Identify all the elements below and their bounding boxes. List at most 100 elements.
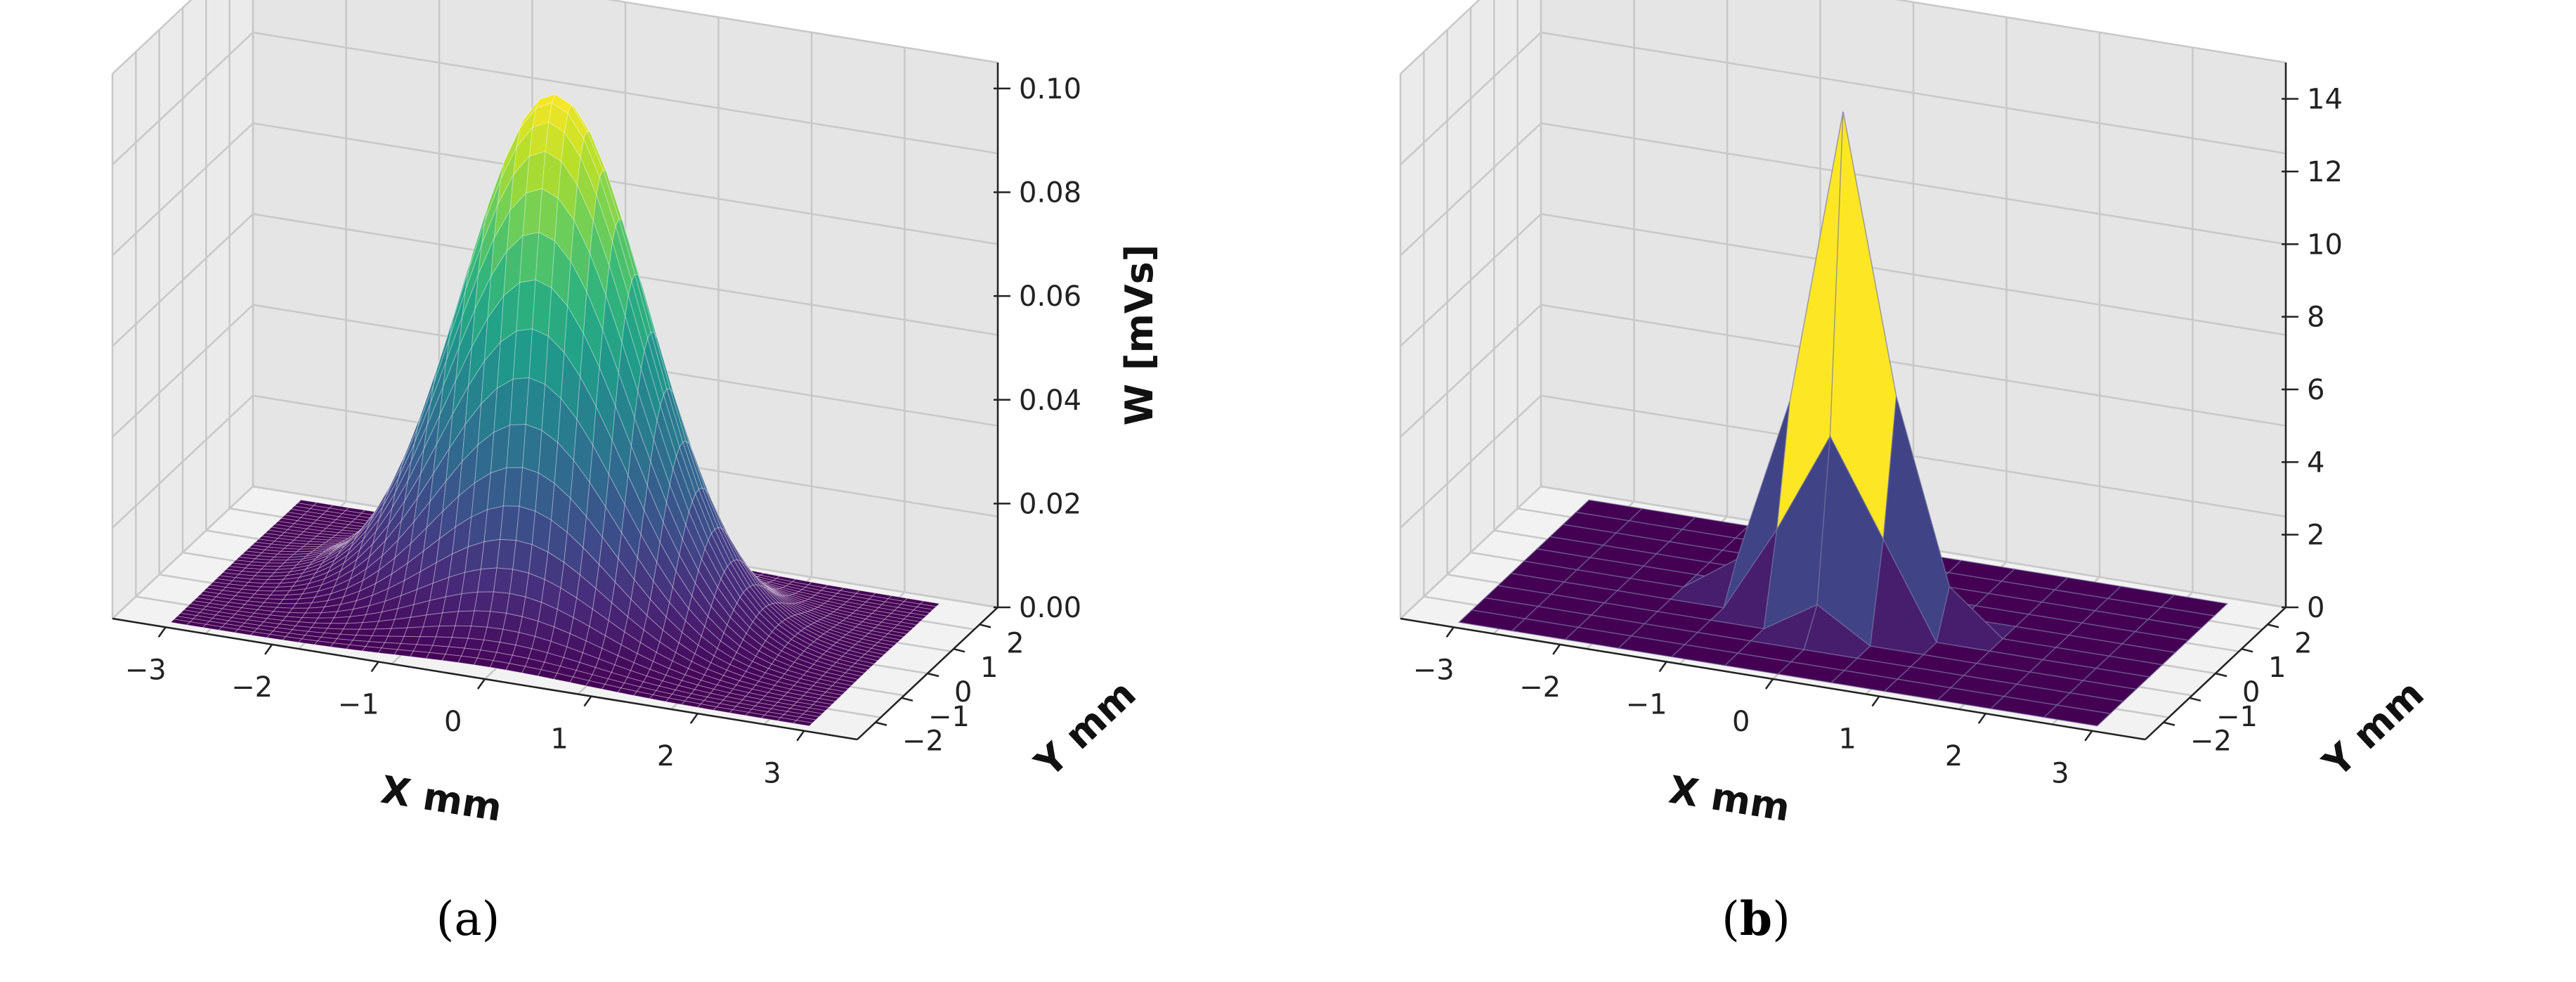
x-tick-mark <box>264 644 273 655</box>
x-tick-label: 0 <box>444 706 462 738</box>
z-axis: 0.00 0.02 0.04 0.06 0.08 0.10 <box>994 63 1081 624</box>
z-tick-label: 0.08 <box>1019 177 1081 209</box>
y-tick-mark <box>927 672 939 678</box>
surface-patch <box>887 631 908 638</box>
y-tick-label: −2 <box>902 725 944 758</box>
y-tick-label: −1 <box>928 701 970 733</box>
x-tick-label: −1 <box>1626 688 1667 721</box>
y-tick-mark <box>2215 672 2227 678</box>
surface-patch <box>883 633 905 640</box>
surface-patch <box>871 645 892 652</box>
y-tick-label: −2 <box>2190 725 2232 758</box>
surface-patch <box>835 678 856 686</box>
y-tick-mark <box>953 647 965 653</box>
x-tick-mark <box>1658 661 1667 673</box>
z-tick-label: 14 <box>2307 84 2343 116</box>
surface-patch <box>802 710 824 718</box>
surface-patch <box>873 642 895 650</box>
z-tick-label: 4 <box>2307 446 2324 479</box>
z-axis: 0 2 4 6 8 10 12 14 <box>2282 63 2343 624</box>
panel-caption: (a) <box>436 892 500 946</box>
caption-letter: a <box>454 892 481 946</box>
panel-b: 0 2 4 6 8 10 12 14 −3 −2 −1 0 1 2 3 −2 −1 0 1 2 X mm Y mm (b) <box>1288 0 2576 978</box>
surface-patch <box>795 716 817 723</box>
surface-patch <box>792 720 814 727</box>
x-axis-label: X mm <box>1666 768 1793 830</box>
surface-patch <box>2043 704 2112 727</box>
caption-open: ( <box>1722 892 1740 946</box>
surface-patch <box>828 685 850 692</box>
panel-a: 0.00 0.02 0.04 0.06 0.08 0.10 −3 −2 −1 0 1 2 3 −2 −1 0 1… <box>0 0 1288 978</box>
z-tick-label: 0.06 <box>1019 280 1081 313</box>
x-tick-mark <box>370 661 379 673</box>
z-tick-label: 12 <box>2307 156 2343 188</box>
y-axis-label: Y mm <box>1026 671 1144 786</box>
y-tick-label: 2 <box>2294 627 2312 659</box>
x-tick-mark <box>689 713 698 724</box>
surface-patch <box>799 713 820 721</box>
x-tick-mark <box>157 626 167 638</box>
x-tick-mark <box>1552 644 1561 655</box>
caption-close: ) <box>482 892 500 946</box>
panel-caption: (b) <box>1722 891 1790 946</box>
surface-patch <box>909 609 931 616</box>
z-tick-label: 0.02 <box>1019 488 1081 520</box>
z-tick-label: 8 <box>2307 302 2324 334</box>
y-tick-mark <box>2163 721 2175 726</box>
x-tick-label: −1 <box>338 688 379 721</box>
y-tick-mark <box>2267 624 2279 628</box>
y-tick-mark <box>2241 647 2253 653</box>
x-tick-mark <box>796 730 805 742</box>
z-tick-label: 6 <box>2307 374 2324 406</box>
y-tick-label: −1 <box>2216 701 2258 733</box>
y-axis-label: Y mm <box>2314 671 2432 786</box>
z-tick-label: 0.00 <box>1019 592 1081 624</box>
x-tick-label: −3 <box>125 654 167 686</box>
x-tick-mark <box>1977 713 1986 724</box>
x-tick-mark <box>1871 695 1880 707</box>
y-tick-mark <box>2189 697 2201 702</box>
caption-close: ) <box>1772 892 1790 946</box>
surface-patch <box>861 654 882 661</box>
x-tick-label: −2 <box>1519 671 1561 704</box>
x-axis: −3 −2 −1 0 1 2 3 <box>112 617 858 790</box>
x-tick-mark <box>1445 626 1455 638</box>
z-tick-label: 2 <box>2307 519 2324 552</box>
y-tick-label: 0 <box>954 676 972 709</box>
x-tick-label: 0 <box>1732 706 1750 738</box>
z-tick-label: 0 <box>2307 592 2324 624</box>
z-tick-label: 10 <box>2307 228 2343 261</box>
x-tick-label: 2 <box>657 740 675 773</box>
x-axis-label: X mm <box>378 768 505 830</box>
surface-patch <box>890 627 911 635</box>
caption-letter: b <box>1740 891 1772 946</box>
z-tick-label: 0.04 <box>1019 385 1081 417</box>
surface-patch <box>825 688 846 696</box>
surface-plot-a: 0.000.020.040.060.080.10−3−2−10123−2−101… <box>111 0 1162 946</box>
x-axis: −3 −2 −1 0 1 2 3 <box>1400 617 2146 790</box>
y-tick-mark <box>979 624 991 628</box>
x-tick-mark <box>583 695 592 707</box>
y-tick-label: 1 <box>2268 652 2286 684</box>
x-tick-label: 1 <box>550 723 568 756</box>
x-tick-mark <box>476 678 486 690</box>
x-tick-label: 2 <box>1945 740 1963 773</box>
y-tick-label: 1 <box>980 652 998 684</box>
x-tick-label: −3 <box>1413 654 1455 686</box>
x-tick-mark <box>1764 678 1774 690</box>
x-tick-label: −2 <box>231 671 273 704</box>
y-tick-label: 2 <box>1006 627 1024 659</box>
y-tick-mark <box>901 697 913 702</box>
y-tick-mark <box>875 721 887 726</box>
z-axis-label: W [mVs] <box>1117 245 1162 426</box>
y-tick-label: 0 <box>2242 676 2260 709</box>
x-tick-label: 1 <box>1838 723 1856 756</box>
z-tick-label: 0.10 <box>1019 73 1081 105</box>
x-tick-mark <box>2084 730 2093 742</box>
x-tick-label: 3 <box>2051 758 2069 790</box>
surface-patch <box>831 682 852 690</box>
